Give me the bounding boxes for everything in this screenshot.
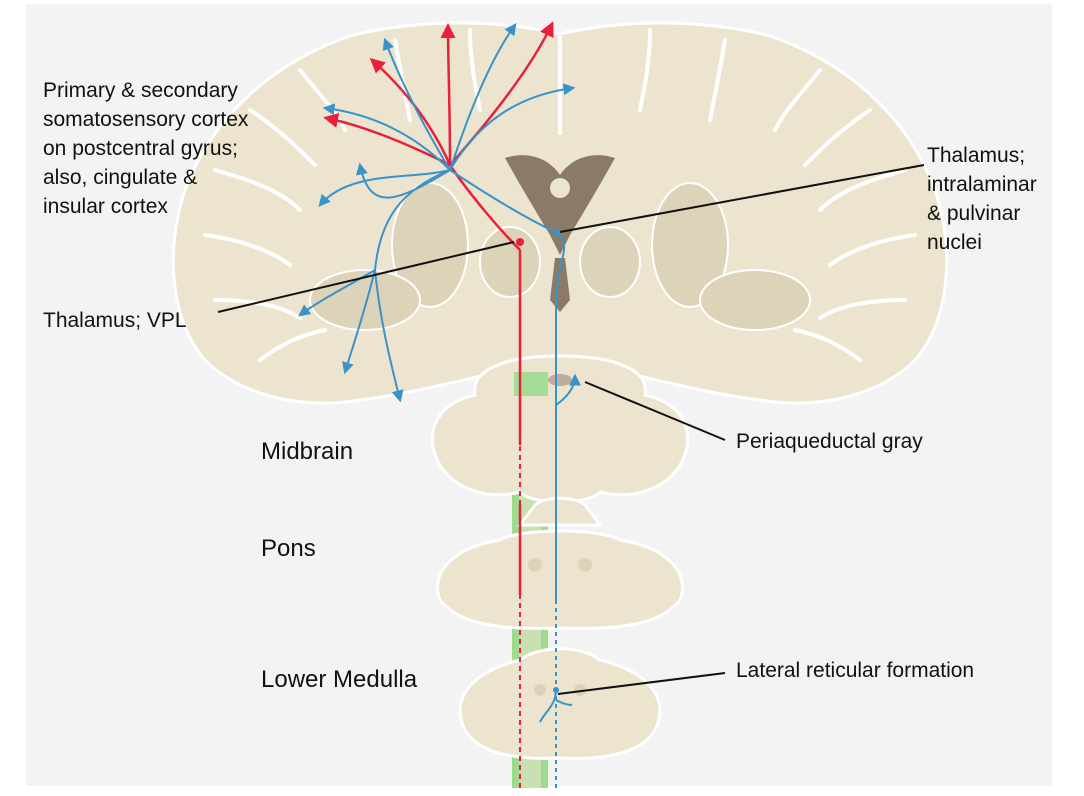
indirect-pathway — [298, 23, 581, 788]
medulla-section — [458, 647, 662, 760]
periaqueductal-gray-label: Periaqueductal gray — [736, 430, 923, 453]
midbrain-section — [431, 354, 689, 504]
lateral-reticular-formation-label: Lateral reticular formation — [736, 659, 975, 682]
pons-section — [436, 496, 684, 630]
cortex-label: Primary & secondary somatosensory cortex… — [43, 79, 249, 218]
midbrain-label: Midbrain — [261, 438, 354, 465]
thalamus-vpl-label: Thalamus; VPL — [43, 309, 187, 332]
leader-lines — [217, 164, 925, 695]
thalamus-intralaminar-label: Thalamus; intralaminar & pulvinar nuclei — [927, 144, 1037, 254]
lower-medulla-label: Lower Medulla — [261, 666, 418, 693]
cerebrum-section — [171, 21, 949, 405]
pons-label: Pons — [261, 535, 316, 562]
